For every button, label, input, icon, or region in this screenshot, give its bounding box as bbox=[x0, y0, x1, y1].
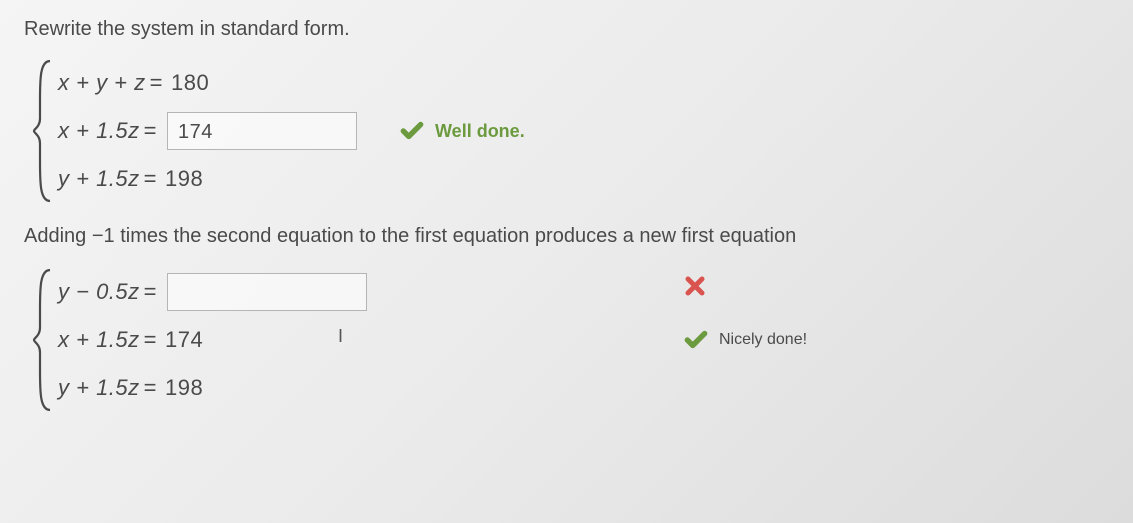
eq6-rhs: 198 bbox=[165, 375, 203, 401]
check-icon bbox=[399, 118, 425, 144]
eq5-lhs: x + 1.5z bbox=[58, 327, 140, 353]
system-2-row: y − 0.5z = x + 1.5z = 174 I y + 1.5z = 1… bbox=[24, 266, 1109, 414]
system-1-equations: x + y + z = 180 x + 1.5z = 174 y + 1.5z … bbox=[54, 59, 357, 203]
equation-5: x + 1.5z = 174 I bbox=[58, 320, 367, 360]
eq5-rhs: 174 bbox=[165, 327, 203, 353]
system-1: x + y + z = 180 x + 1.5z = 174 y + 1.5z … bbox=[32, 59, 357, 203]
eq2-lhs: x + 1.5z bbox=[58, 118, 140, 144]
step-instruction: Adding −1 times the second equation to t… bbox=[24, 225, 1109, 248]
system-2: y − 0.5z = x + 1.5z = 174 I y + 1.5z = 1… bbox=[32, 268, 669, 412]
instruction-text: Rewrite the system in standard form. bbox=[24, 18, 1109, 41]
eq4-equals: = bbox=[144, 279, 157, 305]
check-icon-2 bbox=[683, 327, 709, 353]
eq3-equals: = bbox=[144, 166, 157, 192]
eq1-equals: = bbox=[150, 70, 163, 96]
eq6-lhs: y + 1.5z bbox=[58, 375, 140, 401]
answer-input-1[interactable]: 174 bbox=[167, 112, 357, 150]
step-pre: Adding bbox=[24, 225, 92, 247]
left-brace bbox=[32, 59, 54, 203]
eq2-equals: = bbox=[144, 118, 157, 144]
system-1-row: x + y + z = 180 x + 1.5z = 174 y + 1.5z … bbox=[24, 59, 1109, 203]
x-icon bbox=[683, 274, 707, 298]
feedback-wrong bbox=[683, 266, 1109, 306]
answer-input-2[interactable] bbox=[167, 273, 367, 311]
equation-3: y + 1.5z = 198 bbox=[58, 159, 357, 199]
step-post: times the second equation to the first e… bbox=[115, 225, 797, 247]
eq6-equals: = bbox=[144, 375, 157, 401]
eq3-rhs: 198 bbox=[165, 166, 203, 192]
eq5-equals: = bbox=[144, 327, 157, 353]
eq1-lhs: x + y + z bbox=[58, 70, 146, 96]
feedback-empty bbox=[683, 374, 1109, 414]
equation-4: y − 0.5z = bbox=[58, 272, 367, 312]
eq1-rhs: 180 bbox=[171, 70, 209, 96]
equation-1: x + y + z = 180 bbox=[58, 63, 357, 103]
eq3-lhs: y + 1.5z bbox=[58, 166, 140, 192]
system-2-equations: y − 0.5z = x + 1.5z = 174 I y + 1.5z = 1… bbox=[54, 268, 367, 412]
step-neg: −1 bbox=[92, 225, 115, 247]
equation-6: y + 1.5z = 198 bbox=[58, 368, 367, 408]
left-brace-2 bbox=[32, 268, 54, 412]
feedback-column: Nicely done! bbox=[683, 266, 1109, 414]
text-cursor-icon: I bbox=[338, 326, 344, 347]
feedback-1: Well done. bbox=[399, 118, 525, 144]
feedback-2-text: Nicely done! bbox=[719, 331, 807, 349]
equation-2: x + 1.5z = 174 bbox=[58, 111, 357, 151]
feedback-correct: Nicely done! bbox=[683, 320, 1109, 360]
eq4-lhs: y − 0.5z bbox=[58, 279, 140, 305]
feedback-1-text: Well done. bbox=[435, 121, 525, 142]
